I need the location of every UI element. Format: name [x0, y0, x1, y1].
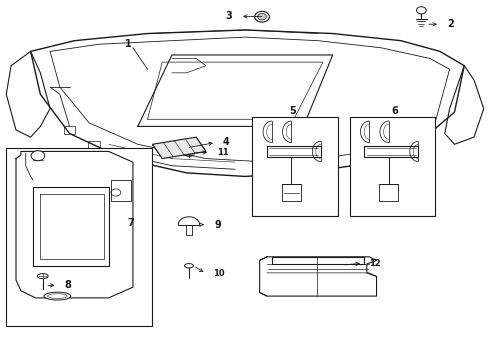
- Text: 10: 10: [213, 269, 224, 278]
- Text: 11: 11: [217, 148, 229, 157]
- Text: 8: 8: [65, 280, 72, 291]
- Bar: [6, 148, 152, 327]
- Bar: [252, 117, 338, 216]
- Text: 5: 5: [289, 107, 295, 116]
- Bar: [64, 126, 75, 134]
- Circle shape: [416, 7, 426, 14]
- Text: 9: 9: [215, 220, 221, 230]
- Text: 6: 6: [391, 107, 398, 116]
- Text: 2: 2: [448, 19, 454, 29]
- Text: 7: 7: [127, 218, 134, 228]
- Text: 4: 4: [223, 138, 230, 148]
- Circle shape: [255, 12, 270, 22]
- Circle shape: [258, 14, 267, 20]
- Polygon shape: [152, 137, 206, 158]
- Ellipse shape: [44, 292, 71, 300]
- Text: 3: 3: [225, 12, 232, 21]
- Circle shape: [31, 151, 45, 161]
- Ellipse shape: [185, 264, 194, 268]
- Ellipse shape: [37, 274, 48, 279]
- Bar: [88, 141, 100, 148]
- Bar: [350, 117, 435, 216]
- Bar: [117, 152, 129, 158]
- Text: 12: 12: [369, 259, 381, 268]
- Text: 1: 1: [124, 39, 131, 49]
- Bar: [111, 180, 130, 202]
